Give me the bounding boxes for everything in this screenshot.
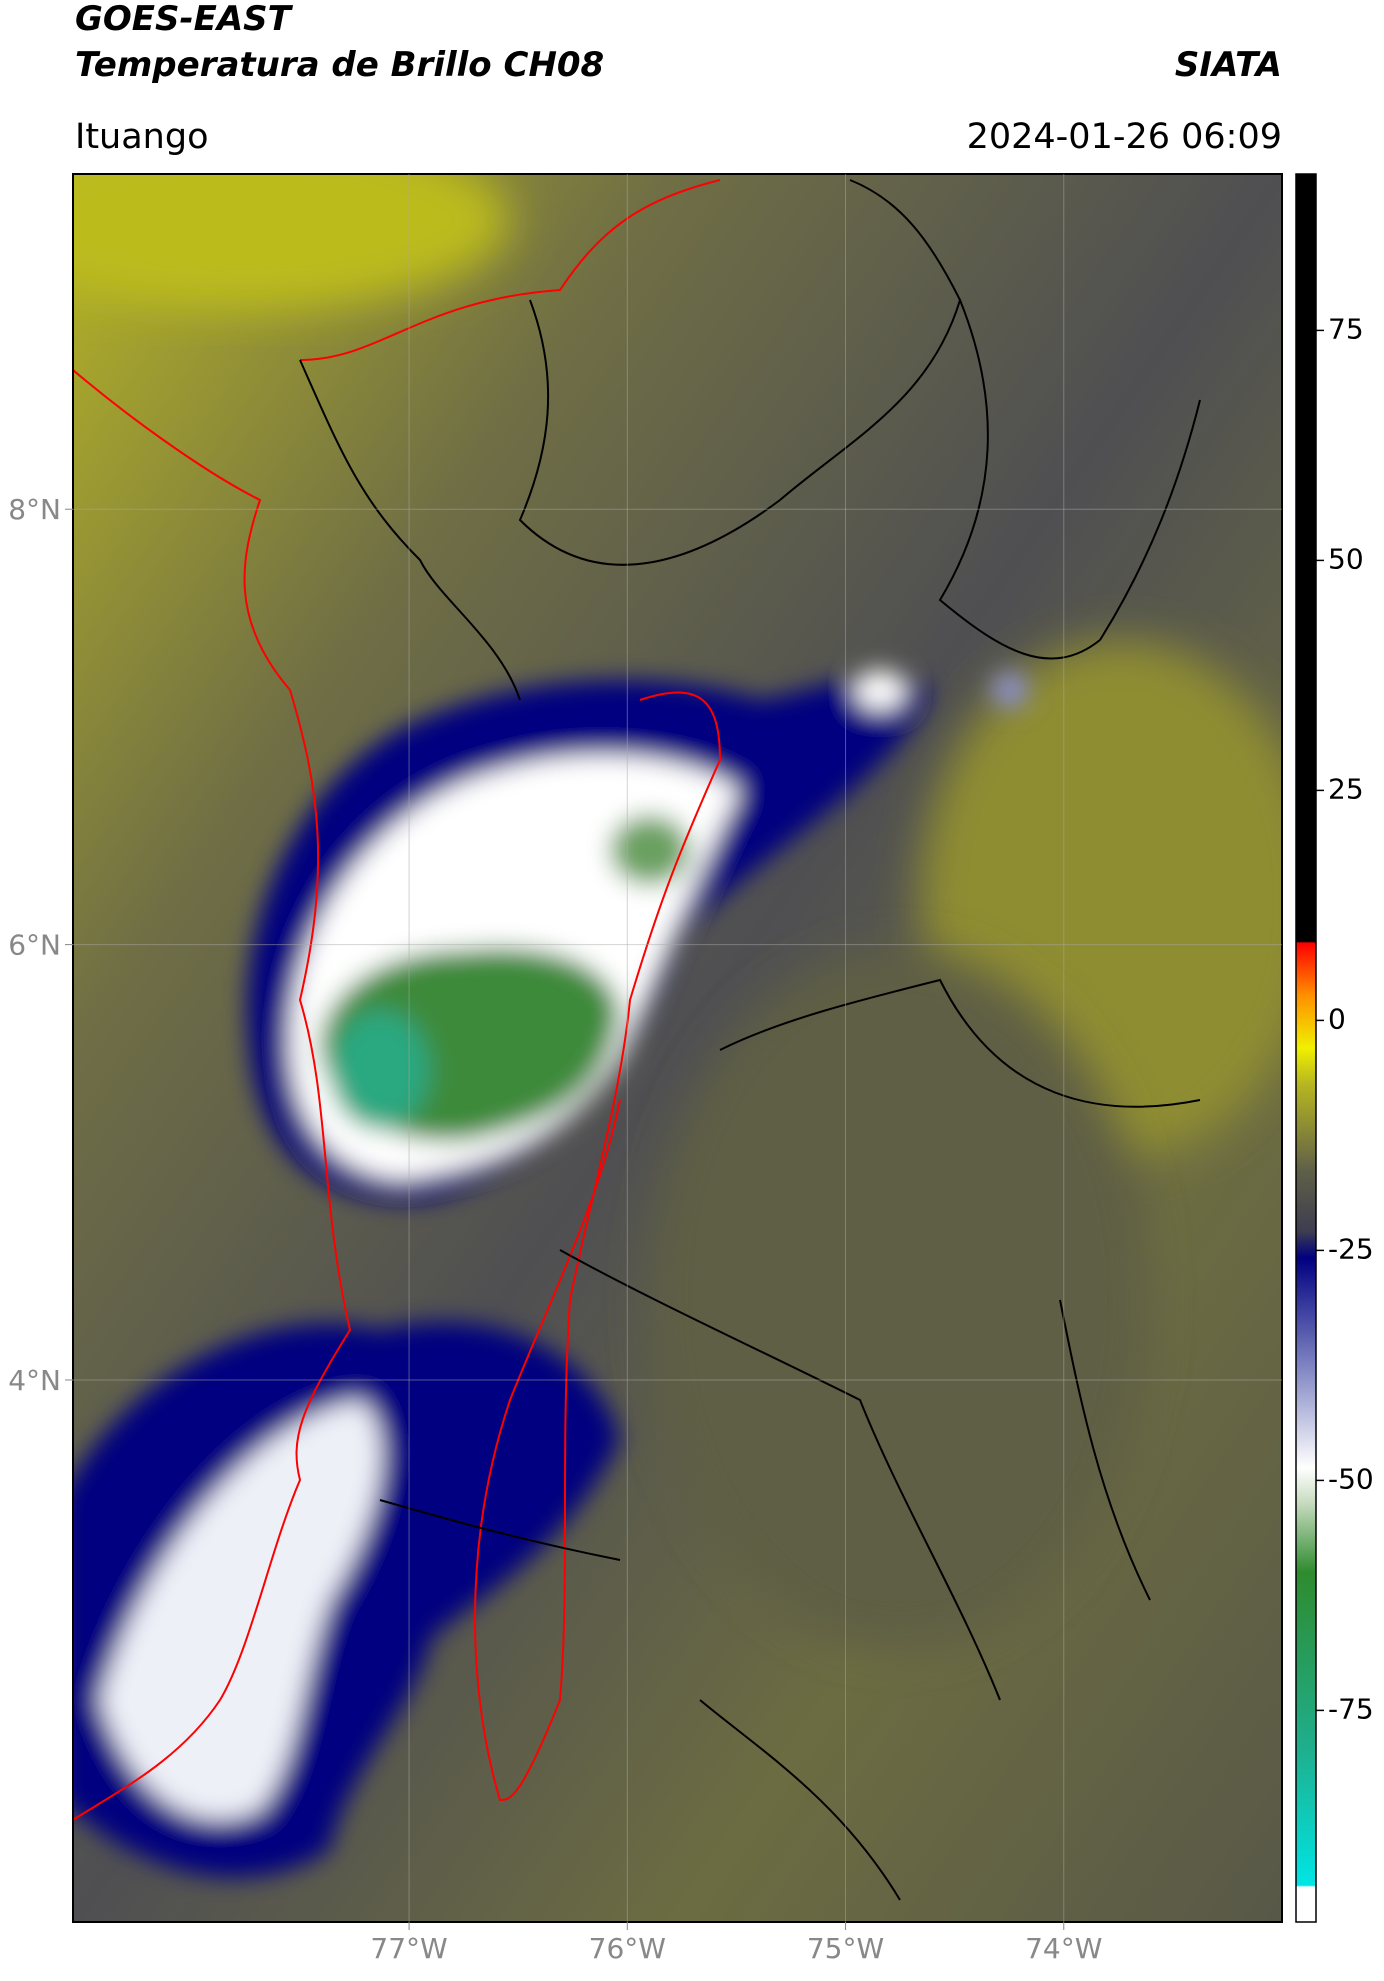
lat-tick-label: 8°N [8, 493, 61, 526]
colorbar-tick-label: 25 [1328, 772, 1364, 805]
borders [73, 179, 1201, 1901]
lat-tick-label: 4°N [8, 1364, 61, 1397]
colorbar-tick-label: 75 [1328, 312, 1364, 345]
source: SIATA [1175, 45, 1282, 85]
location: Ituango [75, 117, 209, 157]
lon-tick-label: 75°W [807, 1932, 884, 1965]
lon-tick-label: 74°W [1025, 1932, 1102, 1965]
map-image [73, 174, 1282, 1922]
lon-tick-label: 76°W [589, 1932, 666, 1965]
subtitle: Temperatura de Brillo CH08 [75, 45, 604, 85]
colorbar [1295, 173, 1317, 1923]
colorbar-tick-label: -75 [1328, 1692, 1374, 1725]
colorbar-tick-label: -25 [1328, 1232, 1374, 1265]
title: GOES-EAST [75, 0, 294, 39]
lat-tick-label: 6°N [8, 929, 61, 962]
map-frame [72, 173, 1283, 1923]
colorbar-tick-label: 50 [1328, 542, 1364, 575]
datetime: 2024-01-26 06:09 [967, 117, 1282, 157]
lon-tick-label: 77°W [370, 1932, 447, 1965]
colorbar-tick-label: 0 [1328, 1002, 1346, 1035]
colorbar-tick-label: -50 [1328, 1462, 1374, 1495]
